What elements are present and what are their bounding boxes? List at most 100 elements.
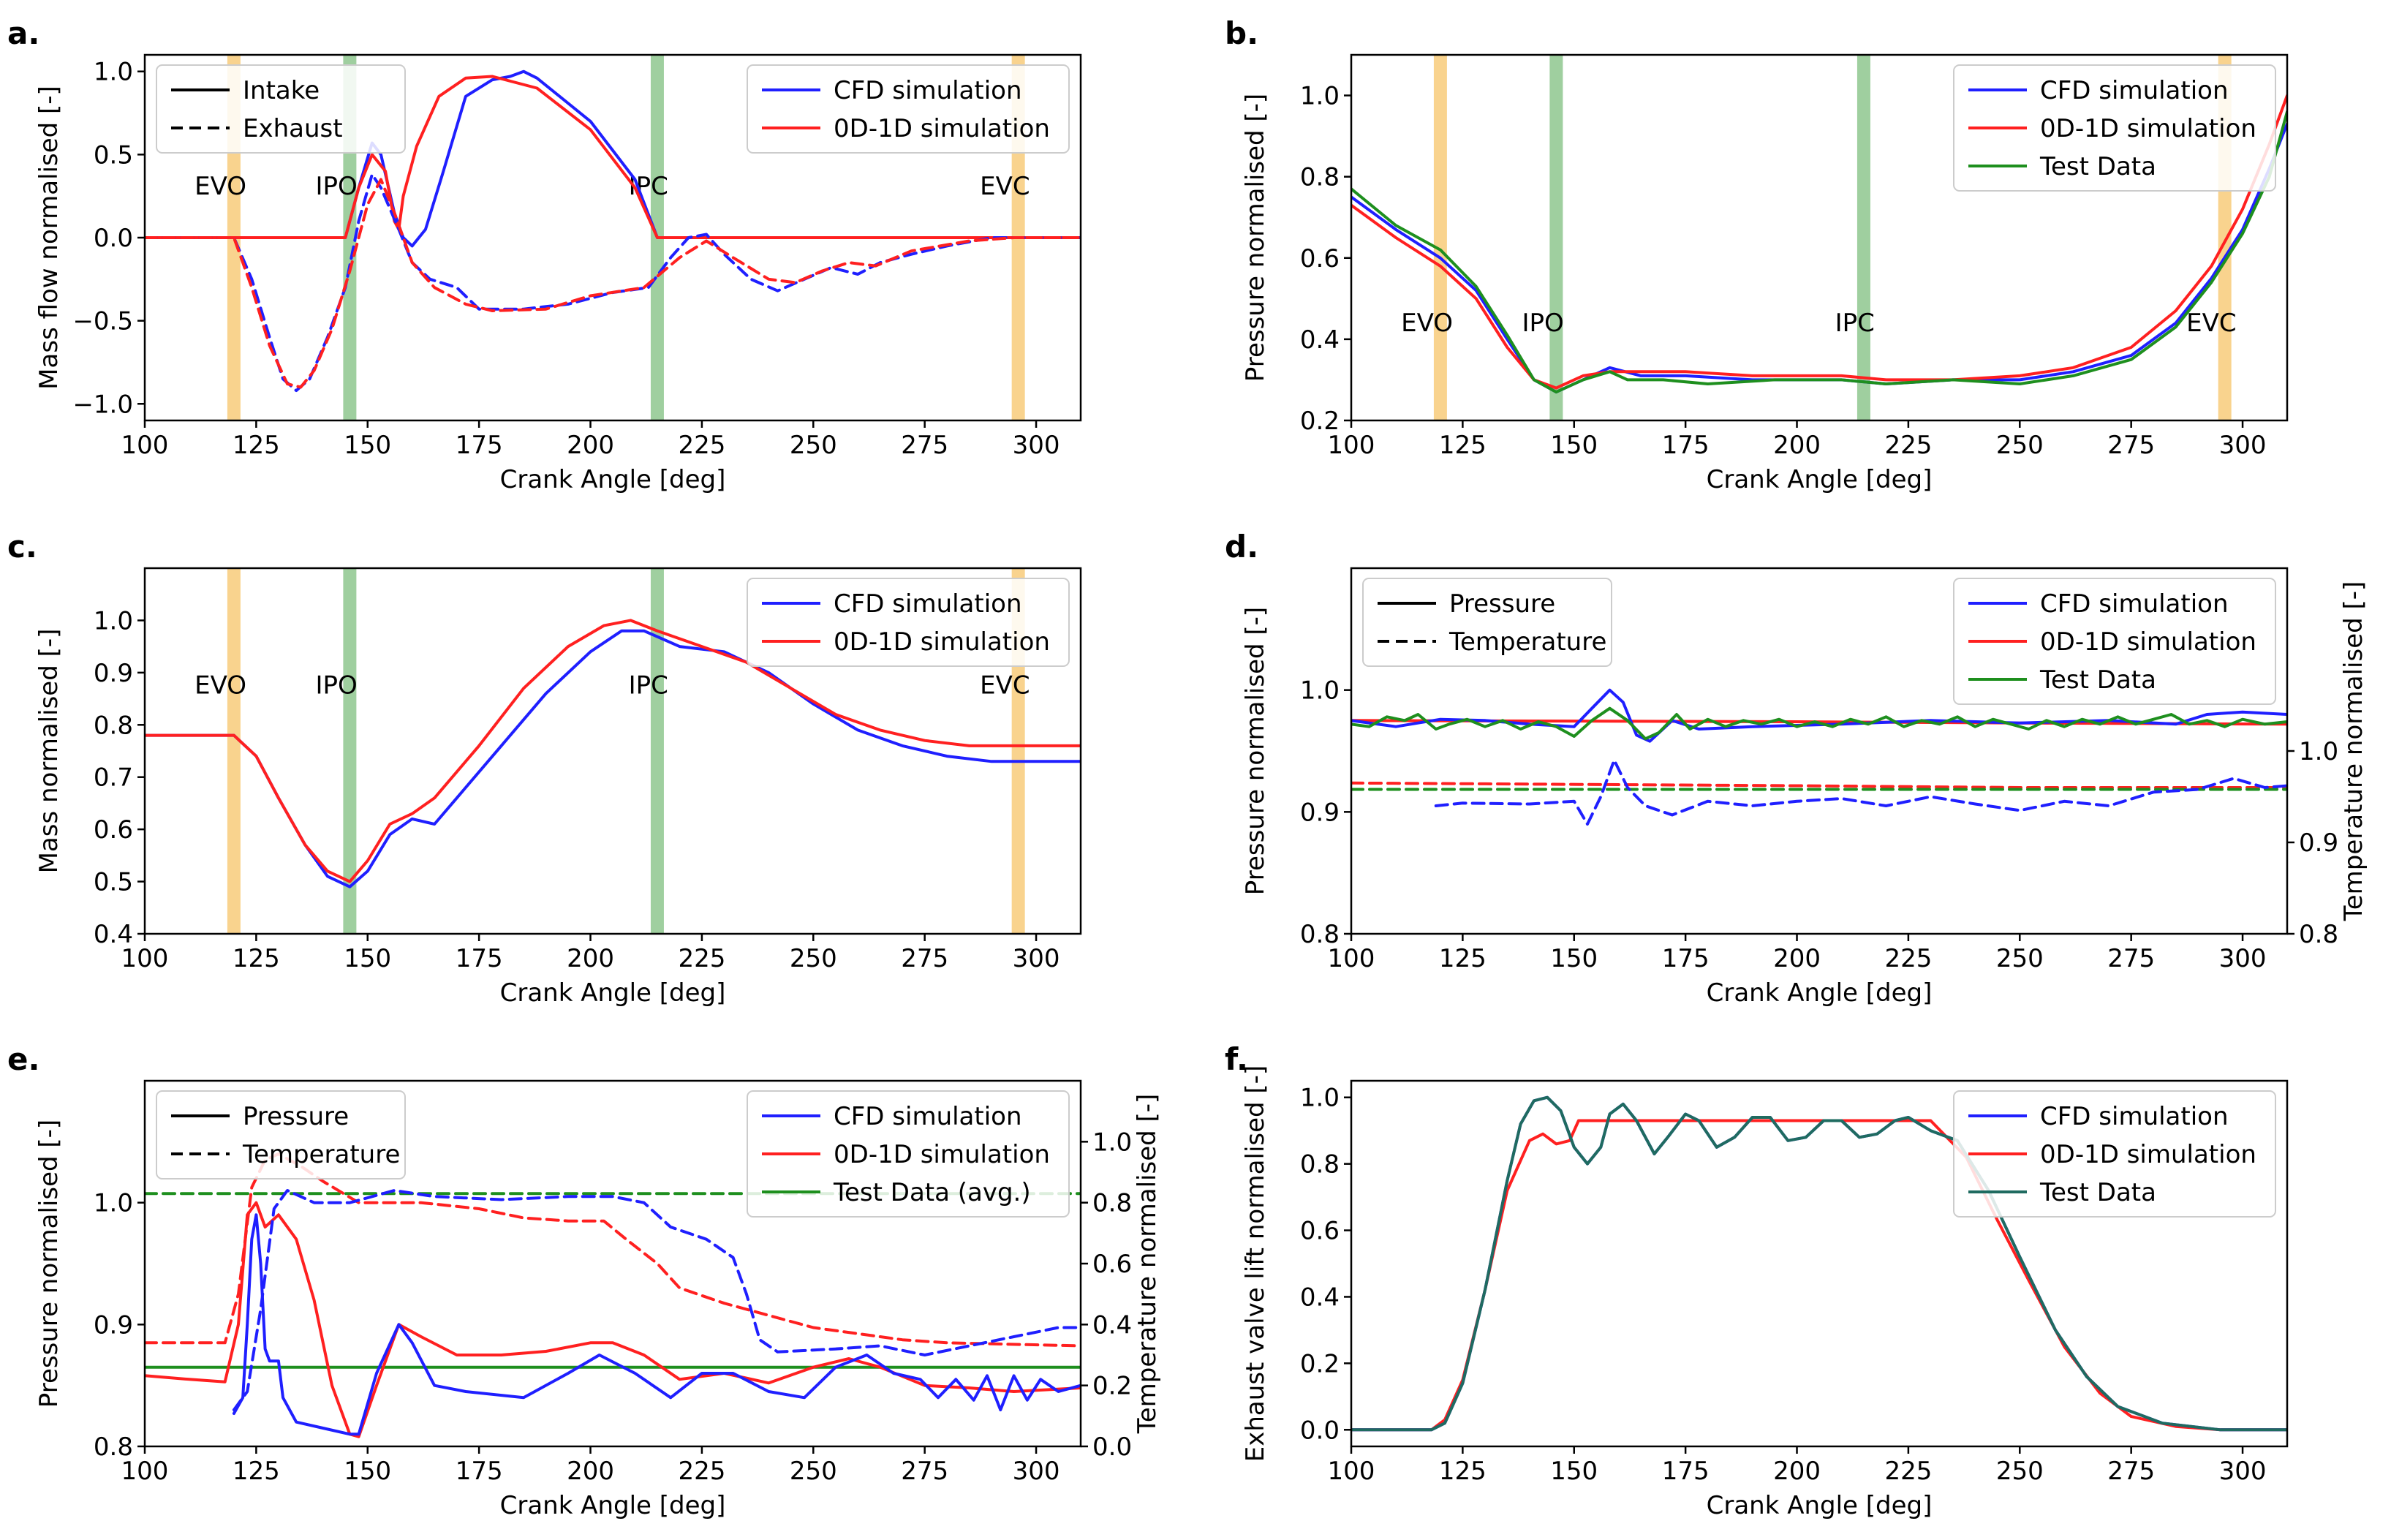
x-tick-label: 175 <box>1662 944 1710 973</box>
legend-top-left: Intake Exhaust <box>156 64 406 154</box>
y2-tick-label: 0.0 <box>1092 1433 1132 1462</box>
event-band-green <box>650 568 664 934</box>
legend-label: Intake <box>243 76 320 105</box>
y-tick-label: 0.9 <box>94 1310 133 1340</box>
x-tick-label: 100 <box>121 944 169 973</box>
y-tick-label: 0.0 <box>94 224 133 253</box>
y-tick-label: 0.4 <box>1300 325 1340 355</box>
x-tick-label: 275 <box>901 1457 948 1486</box>
series-line <box>1351 94 2287 390</box>
event-label: IPO <box>1522 309 1563 338</box>
y-tick-label: 0.6 <box>1300 244 1340 273</box>
x-axis-label: Crank Angle [deg] <box>500 978 726 1008</box>
x-tick-label: 125 <box>1439 1457 1487 1486</box>
y-tick-label: 0.9 <box>1300 798 1340 827</box>
y-tick-label: 1.0 <box>94 58 133 87</box>
legend-label: CFD simulation <box>834 76 1022 105</box>
y2-tick-label: 0.4 <box>1092 1310 1132 1340</box>
event-label: EVC <box>2186 309 2236 338</box>
y2-axis-label: Temperature normalised [-] <box>1133 1094 1162 1435</box>
x-tick-label: 200 <box>567 431 614 460</box>
x-tick-label: 250 <box>1996 1457 2044 1486</box>
x-tick-label: 175 <box>456 1457 503 1486</box>
event-band-orange <box>227 568 241 934</box>
chart-panel-d: d. 100 125 150 175 200 225 250 275 300 0.8 0.9 1.0 0.… <box>1225 529 2368 1008</box>
x-tick-label: 250 <box>790 944 837 973</box>
legend-label: CFD simulation <box>834 589 1022 619</box>
x-tick-label: 100 <box>1328 431 1375 460</box>
panel-letter: c. <box>7 529 37 565</box>
event-label: EVC <box>980 172 1030 201</box>
y-axis-label: Mass normalised [-] <box>34 629 64 874</box>
y-tick-label: 0.8 <box>1300 920 1340 949</box>
x-tick-label: 150 <box>1550 1457 1598 1486</box>
legend-top-left: Pressure Temperature <box>1362 578 1612 667</box>
x-tick-label: 225 <box>1884 944 1932 973</box>
panel-letter: f. <box>1225 1041 1248 1077</box>
x-tick-label: 300 <box>2219 944 2267 973</box>
y-tick-label: 0.8 <box>94 1433 133 1462</box>
legend-label: 0D-1D simulation <box>2040 627 2256 657</box>
legend-label: Test Data (avg.) <box>833 1178 1031 1207</box>
event-label: EVC <box>980 671 1030 700</box>
x-tick-label: 100 <box>121 1457 169 1486</box>
x-tick-label: 125 <box>1439 944 1487 973</box>
x-tick-label: 150 <box>344 944 391 973</box>
x-tick-label: 300 <box>1013 944 1060 973</box>
y2-tick-label: 0.8 <box>2299 920 2338 949</box>
x-tick-label: 300 <box>2219 431 2267 460</box>
event-band-orange <box>1433 55 1447 420</box>
y-axis-label: Mass flow normalised [-] <box>34 86 64 390</box>
x-tick-label: 300 <box>1013 431 1060 460</box>
x-tick-label: 125 <box>233 1457 280 1486</box>
legend-top-right: CFD simulation 0D-1D simulation Test Data <box>1953 578 2276 705</box>
legend-label: 0D-1D simulation <box>834 1140 1050 1169</box>
x-tick-label: 225 <box>1884 1457 1932 1486</box>
chart-panel-b: b. EVO IPO IPC EVC 100 125 150 175 200 225 250 275 30… <box>1225 15 2289 494</box>
legend-box <box>1953 578 2276 705</box>
y-axis-label: Pressure normalised [-] <box>34 1120 64 1408</box>
y-tick-label: 0.6 <box>1300 1217 1340 1246</box>
legend-label: 0D-1D simulation <box>2040 1140 2256 1169</box>
x-tick-label: 150 <box>1550 944 1598 973</box>
y-tick-label: 1.0 <box>94 606 133 635</box>
y-tick-label: 0.5 <box>94 140 133 170</box>
legend-top-right: CFD simulation 0D-1D simulation Test Data <box>1953 1090 2276 1218</box>
axes-frame <box>143 567 1082 935</box>
x-tick-label: 250 <box>790 1457 837 1486</box>
x-tick-label: 250 <box>790 431 837 460</box>
event-label: IPC <box>629 671 668 700</box>
chart-panel-f: f. 100 125 150 175 200 225 250 275 300 0.0 0.2 0.4 0.… <box>1225 1041 2289 1520</box>
x-tick-label: 100 <box>1328 1457 1375 1486</box>
legend-label: CFD simulation <box>2040 1102 2229 1131</box>
y-tick-label: −0.5 <box>72 307 133 336</box>
y-tick-label: 0.8 <box>1300 163 1340 192</box>
x-tick-label: 275 <box>901 431 948 460</box>
x-tick-label: 300 <box>1013 1457 1060 1486</box>
y-axis-label: Pressure normalised [-] <box>1241 607 1270 895</box>
x-axis-label: Crank Angle [deg] <box>1707 1491 1933 1520</box>
x-tick-label: 275 <box>2107 944 2155 973</box>
x-tick-label: 275 <box>2107 431 2155 460</box>
series-line <box>1351 706 2287 741</box>
series-line <box>145 619 1081 883</box>
y-tick-label: 0.4 <box>94 920 133 949</box>
y-tick-label: 0.8 <box>94 711 133 740</box>
legend-label: 0D-1D simulation <box>834 627 1050 657</box>
event-band-green <box>1549 55 1563 420</box>
x-tick-label: 300 <box>2219 1457 2267 1486</box>
x-tick-label: 150 <box>1550 431 1598 460</box>
x-axis-label: Crank Angle [deg] <box>500 1491 726 1520</box>
chart-panel-c: c. EVO IPO IPC EVC 100 125 150 175 200 225 250 275 30… <box>7 529 1082 1008</box>
x-tick-label: 225 <box>678 944 725 973</box>
series-line <box>1351 110 2287 394</box>
event-label: EVO <box>194 671 246 700</box>
x-tick-label: 175 <box>1662 431 1710 460</box>
event-label: EVO <box>1401 309 1453 338</box>
event-label: IPC <box>1835 309 1875 338</box>
x-tick-label: 225 <box>678 431 725 460</box>
legend-label: Pressure <box>1449 589 1555 619</box>
legend-label: Pressure <box>243 1102 349 1131</box>
